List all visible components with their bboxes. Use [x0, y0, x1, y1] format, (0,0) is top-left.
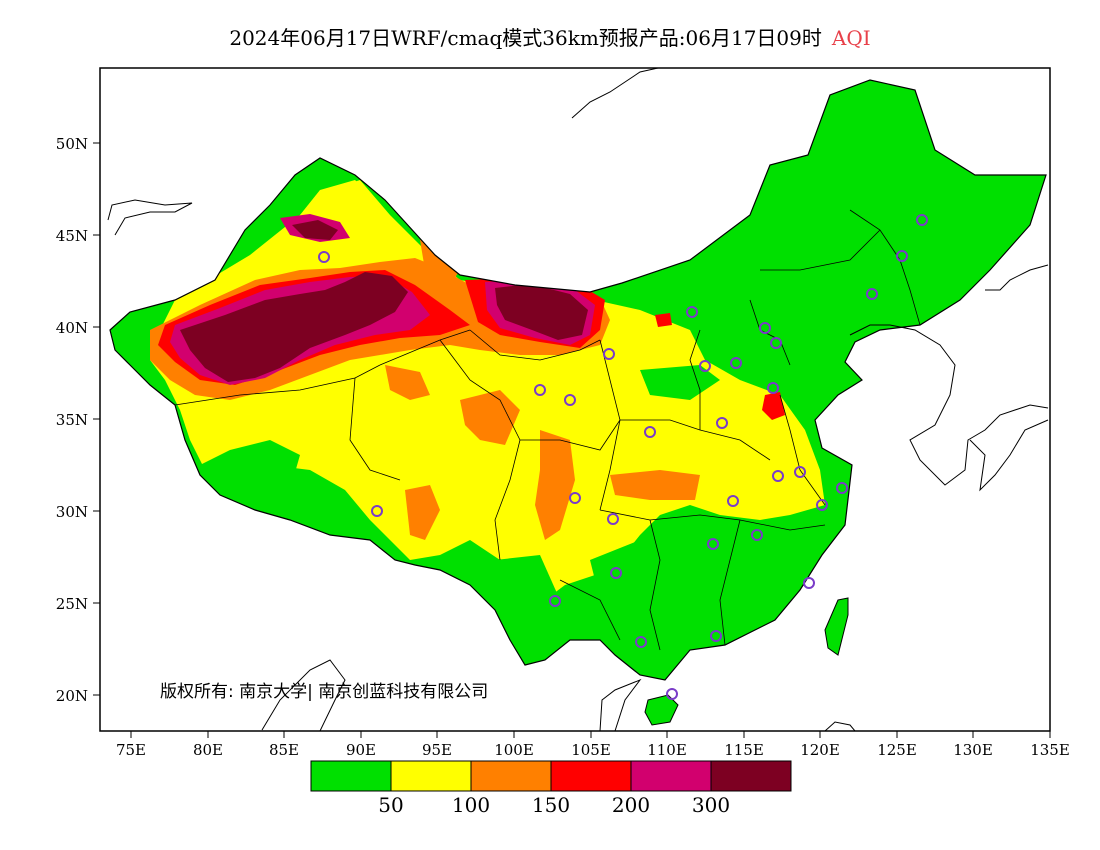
lon-label: 125E	[877, 741, 917, 759]
station-marker	[549, 595, 561, 607]
station-marker	[759, 322, 771, 334]
aqi-hazardous-alxa	[495, 284, 588, 340]
station-marker	[564, 394, 576, 406]
title-main: 2024年06月17日WRF/cmaq模式36km预报产品:06月17日09时	[229, 26, 822, 50]
title-variable: AQI	[831, 26, 871, 50]
colorbar-swatch	[630, 760, 712, 792]
colorbar-labels: 50 100 150 200 300	[378, 793, 730, 817]
colorbar	[310, 760, 792, 792]
lon-label: 85E	[269, 741, 299, 759]
aqi-good-south	[590, 520, 800, 640]
aqi-usg-qinghai	[460, 390, 520, 445]
colorbar-label: 150	[532, 793, 570, 817]
station-marker	[916, 214, 928, 226]
station-marker	[896, 250, 908, 262]
aqi-usg-north	[420, 240, 460, 285]
aqi-hazardous-tarim	[180, 272, 408, 382]
lat-label: 45N	[56, 227, 88, 245]
aqi-good-tibet	[190, 440, 300, 505]
station-marker	[716, 417, 728, 429]
lat-label: 35N	[56, 411, 88, 429]
colorbar-swatch	[710, 760, 792, 792]
lat-label: 25N	[56, 595, 88, 613]
station-marker	[534, 384, 546, 396]
lon-label: 80E	[193, 741, 223, 759]
station-marker	[751, 529, 763, 541]
lat-label: 30N	[56, 503, 88, 521]
station-marker	[767, 382, 779, 394]
station-marker	[610, 567, 622, 579]
station-marker	[707, 538, 719, 550]
station-marker	[686, 306, 698, 318]
lon-label: 95E	[422, 741, 452, 759]
station-marker	[699, 360, 711, 372]
colorbar-swatch	[390, 760, 472, 792]
colorbar-label: 200	[612, 793, 650, 817]
lat-labels: 50N 45N 40N 35N 30N 25N 20N	[56, 135, 88, 705]
colorbar-label: 50	[378, 793, 403, 817]
lon-label: 130E	[953, 741, 993, 759]
lon-label: 120E	[800, 741, 840, 759]
station-marker	[569, 492, 581, 504]
station-marker	[318, 251, 330, 263]
aqi-hazardous-north	[292, 220, 338, 240]
lon-label: 105E	[571, 741, 611, 759]
station-markers	[318, 214, 928, 700]
taiwan	[824, 597, 849, 656]
station-marker	[836, 482, 848, 494]
station-marker	[603, 348, 615, 360]
station-marker	[730, 357, 742, 369]
lon-ticks	[130, 731, 1051, 738]
china-border	[109, 79, 1047, 681]
lat-ticks	[93, 142, 100, 696]
lat-label: 50N	[56, 135, 88, 153]
colorbar-swatch	[310, 760, 392, 792]
station-marker	[371, 505, 383, 517]
neighbor-coastlines	[107, 68, 1049, 731]
map-frame	[99, 67, 1051, 732]
station-marker	[710, 630, 722, 642]
lon-label: 100E	[494, 741, 534, 759]
station-marker	[794, 466, 806, 478]
map-title: 2024年06月17日WRF/cmaq模式36km预报产品:06月17日09时 A…	[0, 22, 1100, 51]
colorbar-swatch	[470, 760, 552, 792]
lon-label: 90E	[346, 741, 376, 759]
aqi-usg-sichuan	[535, 430, 575, 540]
aqi-usg-central	[610, 470, 700, 500]
station-marker	[644, 426, 656, 438]
station-marker	[727, 495, 739, 507]
colorbar-swatch	[550, 760, 632, 792]
station-marker	[803, 577, 815, 589]
aqi-usg-tibet	[405, 485, 440, 540]
station-marker	[816, 499, 828, 511]
lon-label: 115E	[724, 741, 764, 759]
lon-label: 110E	[647, 741, 687, 759]
aqi-unhealthy-east	[762, 392, 785, 420]
lat-label: 40N	[56, 319, 88, 337]
lon-label: 135E	[1030, 741, 1070, 759]
station-marker	[666, 688, 678, 700]
station-marker	[866, 288, 878, 300]
lat-label: 20N	[56, 687, 88, 705]
lon-label: 75E	[116, 741, 146, 759]
station-marker	[770, 337, 782, 349]
station-marker	[772, 470, 784, 482]
province-boundaries	[174, 209, 921, 651]
station-marker	[635, 636, 647, 648]
map-area: 版权所有: 南京大学| 南京创蓝科技有限公司	[107, 68, 1049, 731]
aqi-good-yunnan	[495, 555, 560, 660]
colorbar-label: 300	[692, 793, 730, 817]
aqi-unhealthy-spot	[655, 313, 672, 327]
station-marker	[607, 513, 619, 525]
aqi-usg-qaidam	[385, 365, 430, 400]
lon-labels: 75E 80E 85E 90E 95E 100E 105E 110E 115E …	[116, 741, 1070, 759]
colorbar-label: 100	[452, 793, 490, 817]
copyright-text: 版权所有: 南京大学| 南京创蓝科技有限公司	[160, 682, 488, 702]
